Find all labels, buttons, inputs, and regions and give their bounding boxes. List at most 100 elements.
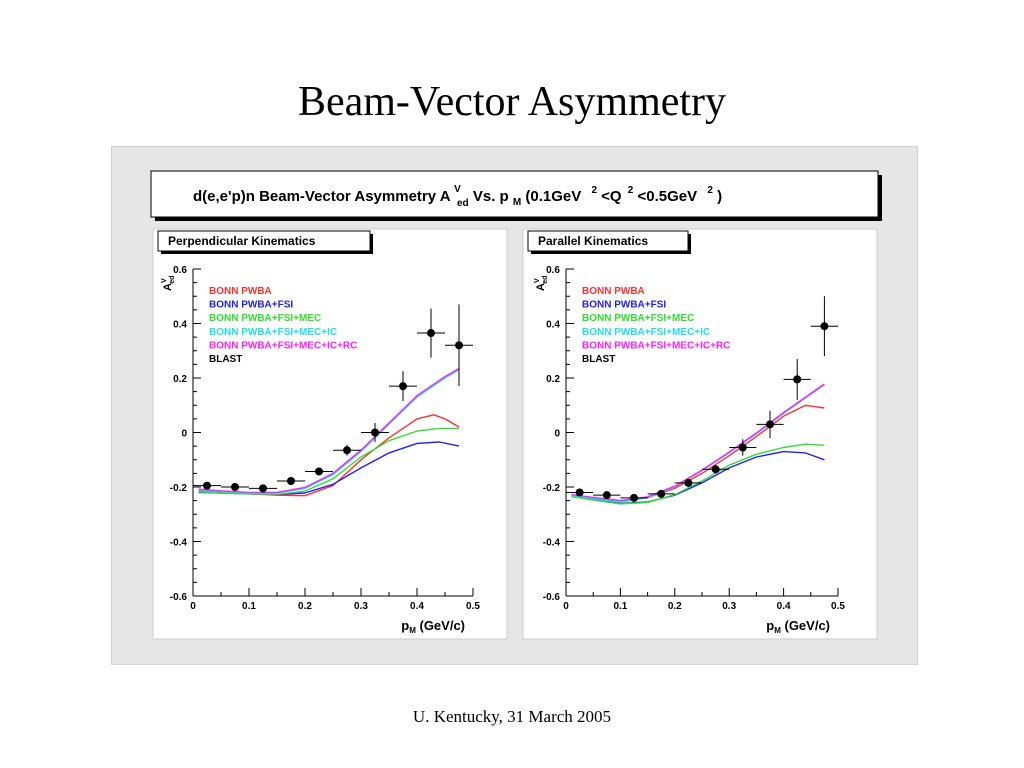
y-axis-title-main: A — [162, 283, 174, 291]
data-point — [575, 488, 584, 497]
legend-entry: BLAST — [582, 354, 615, 365]
header-sup2: 2 — [591, 185, 597, 196]
data-point — [399, 382, 407, 391]
y-tick-label: 0.2 — [173, 374, 187, 385]
header-range-a: (0.1GeV — [525, 188, 581, 205]
y-axis-title-text: AVed — [534, 276, 549, 291]
x-tick-label: 0.3 — [354, 601, 368, 612]
legend-entry: BONN PWBA+FSI+MEC+IC — [209, 327, 337, 338]
data-point — [738, 443, 747, 452]
panel-title: Parallel Kinematics — [538, 234, 648, 248]
chart-panel-2: Parallel Kinematics 0 0.1 0.2 0.3 0.4 0.5 -0.6 -… — [522, 228, 878, 640]
y-axis-title-main: A — [535, 283, 547, 291]
legend-entry: BONN PWBA+FSI+MEC — [582, 313, 694, 324]
y-axis-title-sup: V — [161, 278, 168, 283]
legend-entry: BONN PWBA+FSI+MEC+IC — [582, 327, 710, 338]
x-axis-title: pM (GeV/c) — [401, 618, 465, 635]
y-tick-label: -0.2 — [543, 483, 561, 494]
legend-entry: BONN PWBA+FSI+MEC+IC+RC — [582, 340, 730, 351]
data-point — [820, 322, 829, 331]
x-tick-label: 0.5 — [831, 601, 845, 612]
data-point — [315, 467, 323, 476]
x-axis-title-main: p — [401, 618, 409, 633]
y-axis-title-sub: ed — [169, 276, 176, 284]
series-line — [198, 427, 459, 496]
x-tick-label: 0 — [563, 601, 569, 612]
y-tick-label: 0.6 — [546, 265, 560, 276]
data-point — [287, 477, 295, 486]
legend-entry: BONN PWBA+FSI — [209, 300, 293, 311]
header-text: d(e,e'p)n Beam-Vector Asymmetry A V ed V… — [193, 179, 722, 210]
y-tick-label: 0.2 — [546, 374, 560, 385]
data-point — [766, 420, 774, 429]
header-sup4: 2 — [707, 185, 713, 196]
header-box — [150, 170, 879, 218]
y-tick-label: -0.2 — [170, 483, 188, 494]
data-point — [793, 375, 802, 384]
header-range-d: ) — [717, 188, 722, 205]
x-axis-title-sub: M — [409, 626, 416, 635]
panel-title-box — [527, 230, 689, 252]
x-tick-label: 0.2 — [668, 601, 682, 612]
legend-entry: BONN PWBA+FSI+MEC+IC+RC — [209, 340, 357, 351]
y-tick-label: 0.6 — [173, 265, 187, 276]
header-sup1: V — [454, 184, 461, 195]
chart-panel-1: Perpendicular Kinematics 0 0.1 0.2 0.3 0.4 0.5… — [152, 228, 508, 640]
y-tick-label: -0.6 — [543, 592, 561, 603]
y-tick-label: 0.4 — [173, 320, 187, 331]
slide-title: Beam-Vector Asymmetry — [297, 79, 727, 125]
y-tick-label: 0.4 — [546, 320, 560, 331]
figure-panel: d(e,e'p)n Beam-Vector Asymmetry A V ed V… — [111, 146, 918, 665]
y-axis-title: AVed — [161, 276, 176, 291]
data-point — [371, 428, 379, 437]
chart-panels: Perpendicular Kinematics 0 0.1 0.2 0.3 0.4 0.5… — [152, 228, 878, 640]
series-line — [571, 383, 825, 502]
x-axis-title: pM (GeV/c) — [766, 618, 830, 635]
x-tick-label: 0.1 — [613, 601, 627, 612]
legend-entry: BONN PWBA — [582, 286, 645, 297]
x-tick-label: 0.4 — [777, 601, 791, 612]
x-tick-label: 0.2 — [298, 601, 312, 612]
panel-title-box — [157, 230, 371, 252]
x-tick-label: 0.5 — [466, 601, 480, 612]
panel-frame — [522, 228, 878, 640]
panel-frame — [152, 228, 508, 640]
header-main: d(e,e'p)n Beam-Vector Asymmetry A — [193, 188, 451, 205]
y-tick-label: 0 — [554, 429, 560, 440]
data-point — [259, 484, 267, 493]
y-tick-label: 0 — [181, 429, 187, 440]
series-line — [571, 443, 825, 505]
header-range-b: <Q — [601, 188, 622, 205]
data-point — [657, 489, 666, 498]
header-range-c: <0.5GeV — [638, 188, 698, 205]
data-point — [711, 465, 720, 474]
legend-entry: BONN PWBA — [209, 286, 272, 297]
x-tick-label: 0.3 — [722, 601, 736, 612]
y-axis-title-sup: V — [534, 278, 541, 283]
data-point — [343, 446, 351, 455]
header-sub2: M — [513, 197, 521, 208]
data-point — [231, 483, 239, 491]
y-tick-label: -0.4 — [543, 538, 561, 549]
series-line — [198, 367, 460, 494]
legend-entry: BONN PWBA+FSI — [582, 300, 666, 311]
data-point — [630, 493, 638, 502]
data-point — [684, 478, 693, 487]
x-tick-label: 0.4 — [410, 601, 424, 612]
x-axis-title-sub: M — [774, 626, 781, 635]
figure-canvas: d(e,e'p)n Beam-Vector Asymmetry A V ed V… — [150, 170, 882, 640]
x-axis-title-main: p — [766, 618, 774, 633]
y-axis-title-text: AVed — [161, 276, 176, 291]
panel-title: Perpendicular Kinematics — [168, 234, 316, 248]
data-point — [203, 481, 211, 490]
data-point — [427, 329, 435, 338]
slide-footer: U. Kentucky, 31 March 2005 — [412, 707, 612, 726]
y-tick-label: -0.4 — [170, 538, 188, 549]
data-point — [602, 491, 611, 500]
legend-entry: BONN PWBA+FSI+MEC — [209, 313, 321, 324]
header-sub1: ed — [457, 198, 469, 209]
header-mid: Vs. p — [473, 188, 509, 205]
data-point — [455, 341, 463, 350]
y-tick-label: -0.6 — [170, 592, 188, 603]
x-tick-label: 0 — [190, 601, 196, 612]
